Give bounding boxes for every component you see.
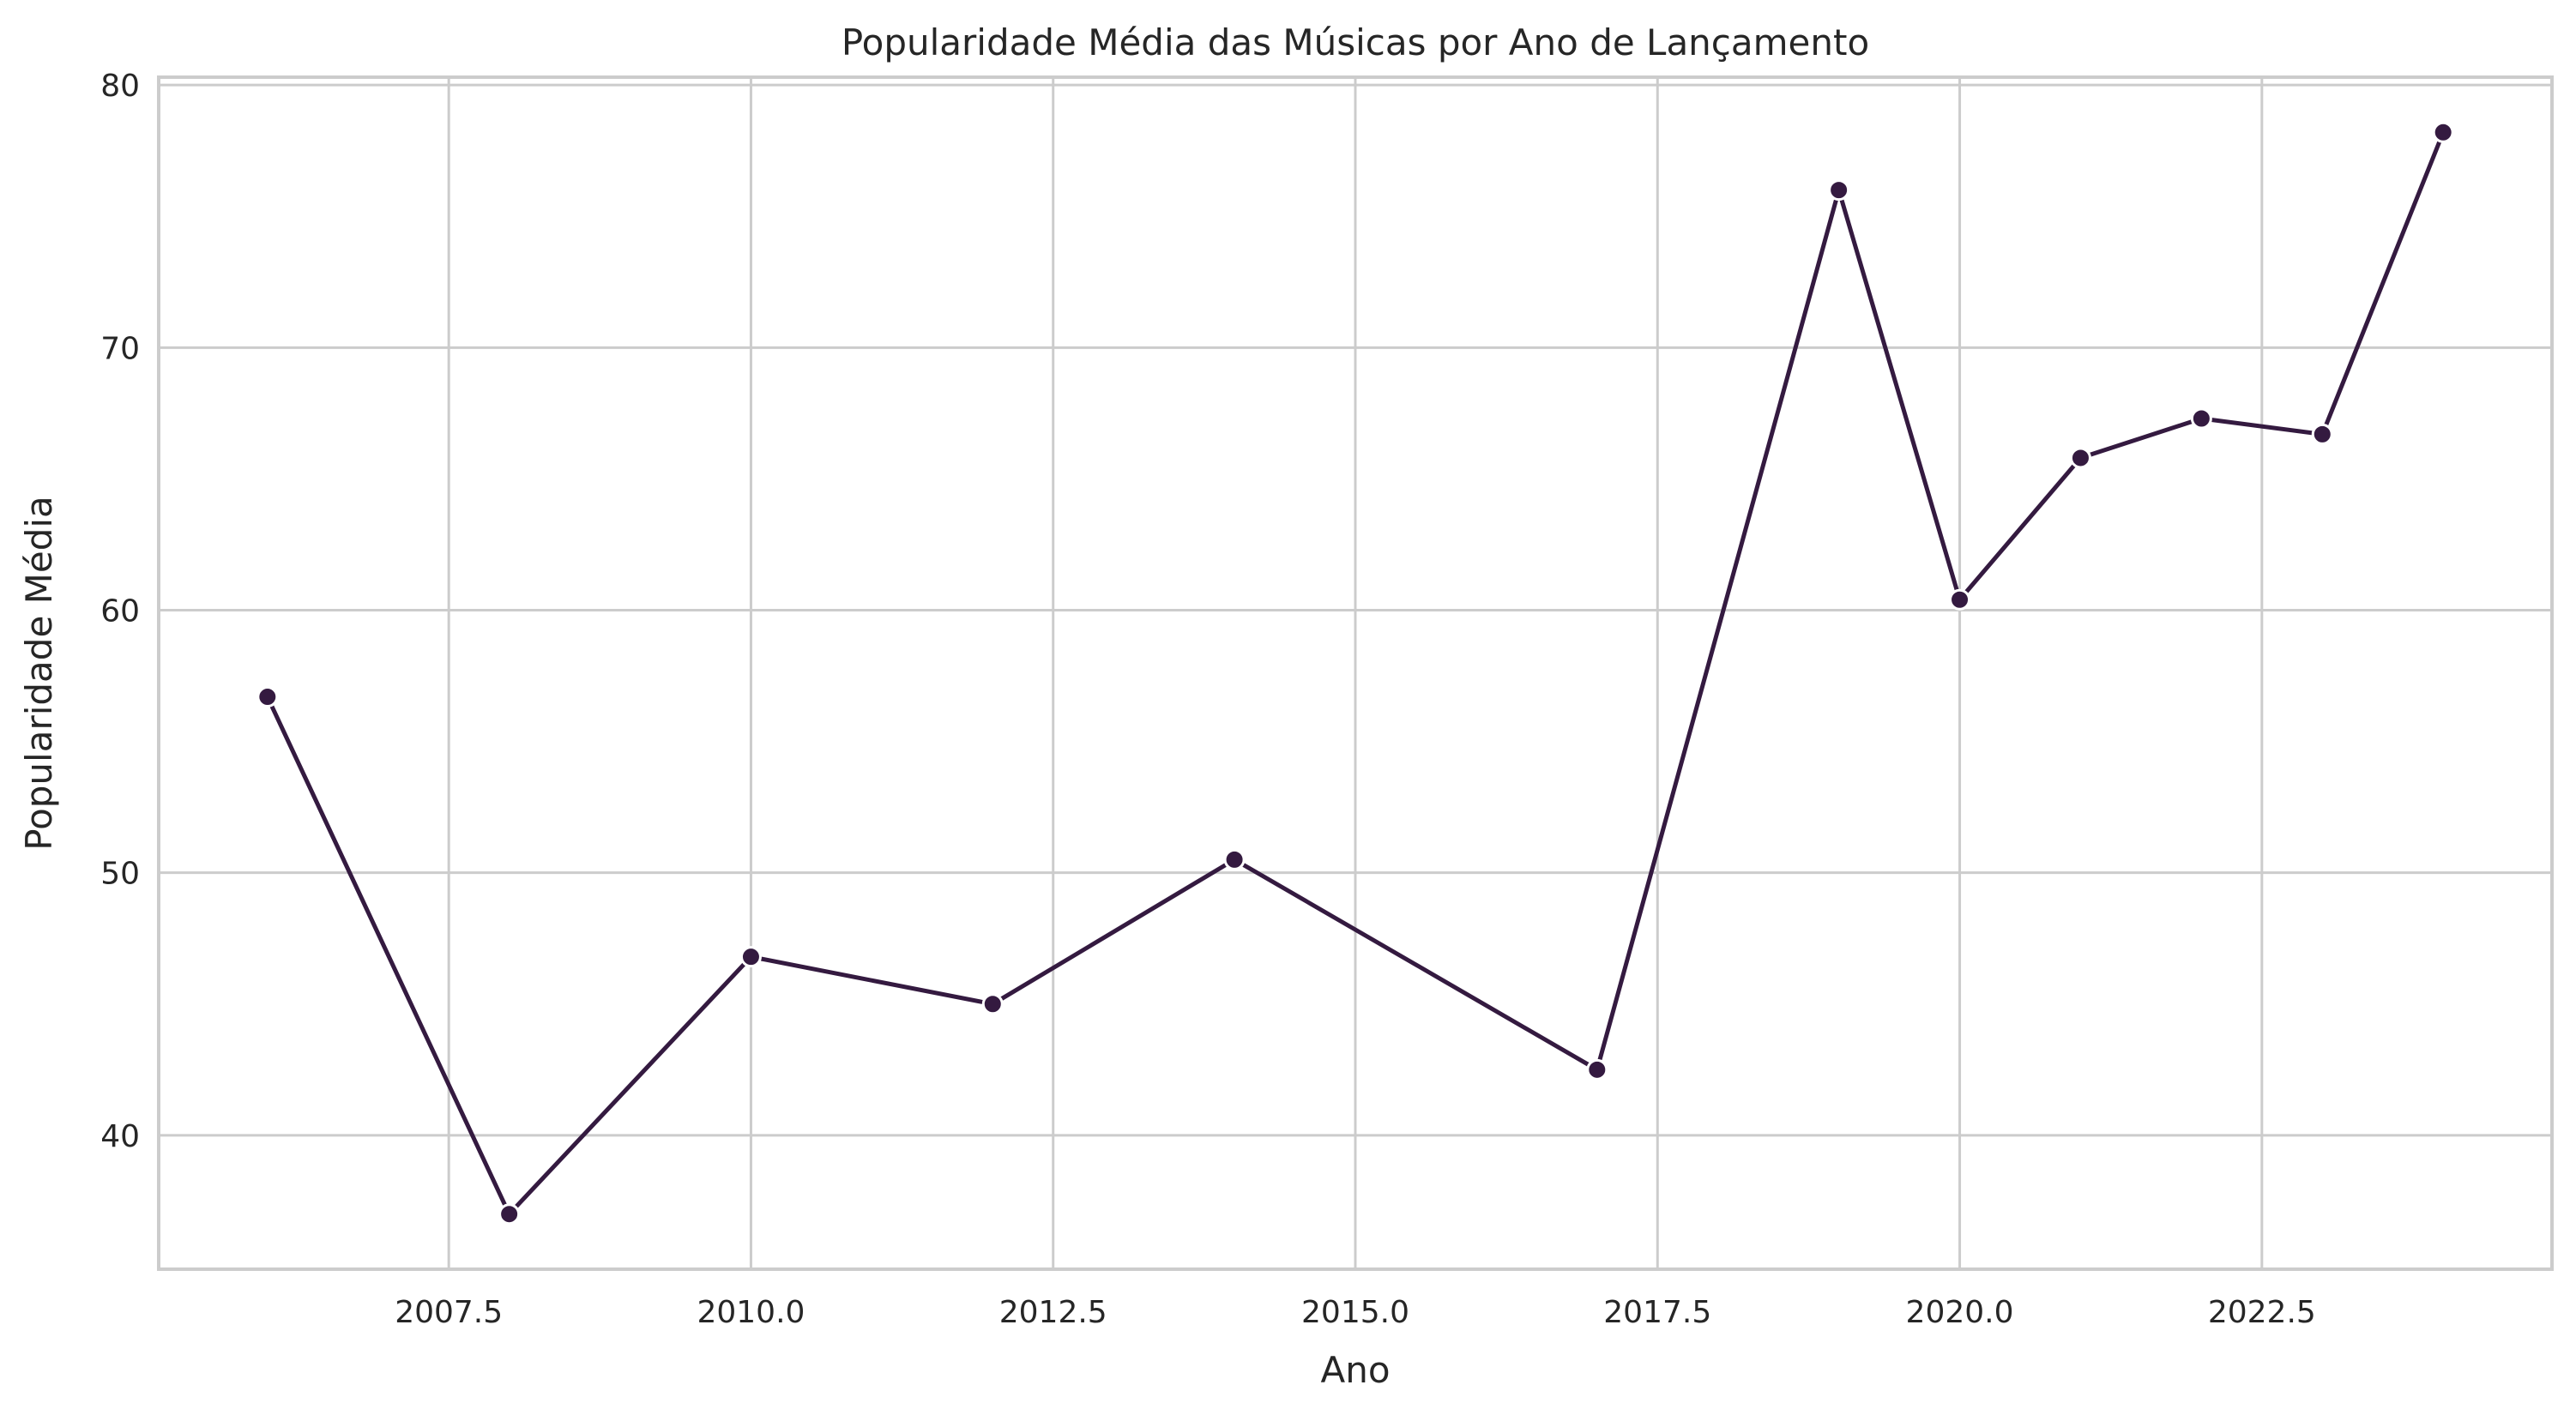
data-point bbox=[1586, 1058, 1608, 1081]
data-point bbox=[981, 993, 1004, 1015]
y-tick-label: 60 bbox=[100, 594, 140, 629]
y-axis-label: Popularidade Média bbox=[18, 496, 60, 851]
x-tick-label: 2007.5 bbox=[395, 1295, 503, 1330]
y-tick-label: 80 bbox=[100, 69, 140, 104]
x-tick-label: 2020.0 bbox=[1906, 1295, 2014, 1330]
x-tick-label: 2022.5 bbox=[2208, 1295, 2316, 1330]
data-point bbox=[739, 946, 762, 968]
x-tick-label: 2017.5 bbox=[1603, 1295, 1711, 1330]
y-tick-labels: 40 50 60 70 80 bbox=[100, 69, 140, 1154]
data-point bbox=[498, 1203, 521, 1225]
x-tick-label: 2012.5 bbox=[999, 1295, 1107, 1330]
data-point bbox=[2069, 447, 2091, 469]
y-tick-label: 40 bbox=[100, 1119, 140, 1154]
gridlines bbox=[159, 77, 2552, 1269]
x-tick-label: 2015.0 bbox=[1301, 1295, 1409, 1330]
data-point bbox=[2190, 407, 2212, 430]
data-point bbox=[2432, 121, 2454, 143]
data-point bbox=[1949, 588, 1971, 611]
data-point bbox=[2311, 423, 2333, 445]
data-point bbox=[1223, 848, 1246, 870]
data-point bbox=[1828, 179, 1850, 202]
data-point bbox=[256, 686, 279, 708]
plot-frame bbox=[157, 75, 2554, 1271]
series-line bbox=[265, 129, 2446, 1217]
data-points bbox=[256, 121, 2454, 1225]
y-tick-label: 70 bbox=[100, 331, 140, 366]
x-tick-label: 2010.0 bbox=[697, 1295, 805, 1330]
y-tick-label: 50 bbox=[100, 857, 140, 892]
x-tick-labels: 2007.5 2010.0 2012.5 2015.0 2017.5 2020.0 2022… bbox=[395, 1295, 2316, 1330]
x-axis-label: Ano bbox=[1320, 1349, 1390, 1391]
chart-title: Popularidade Média das Músicas por Ano d… bbox=[842, 21, 1869, 63]
series-layer bbox=[265, 129, 2446, 1217]
